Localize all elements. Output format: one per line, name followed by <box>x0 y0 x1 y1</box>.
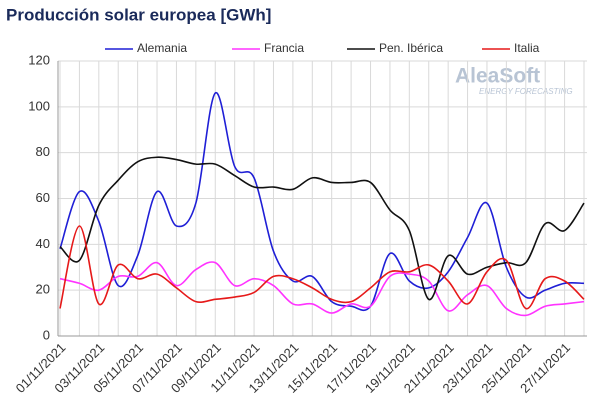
series-line <box>59 225 585 310</box>
y-tick-label: 40 <box>36 236 50 251</box>
y-tick-label: 60 <box>36 190 50 205</box>
y-tick-label: 0 <box>43 327 50 342</box>
series-line <box>59 92 585 312</box>
legend-label: Francia <box>264 41 304 55</box>
chart-title: Producción solar europea [GWh] <box>6 5 271 24</box>
legend-label: Italia <box>514 41 540 55</box>
y-tick-label: 20 <box>36 282 50 297</box>
series-line <box>59 261 585 317</box>
legend-label: Alemania <box>137 41 187 55</box>
y-tick-label: 80 <box>36 144 50 159</box>
y-tick-label: 100 <box>28 98 50 113</box>
y-tick-label: 120 <box>28 52 50 67</box>
watermark-brand: AleaSoft <box>455 65 540 88</box>
series-line <box>59 156 585 301</box>
legend-label: Pen. Ibérica <box>379 41 443 55</box>
